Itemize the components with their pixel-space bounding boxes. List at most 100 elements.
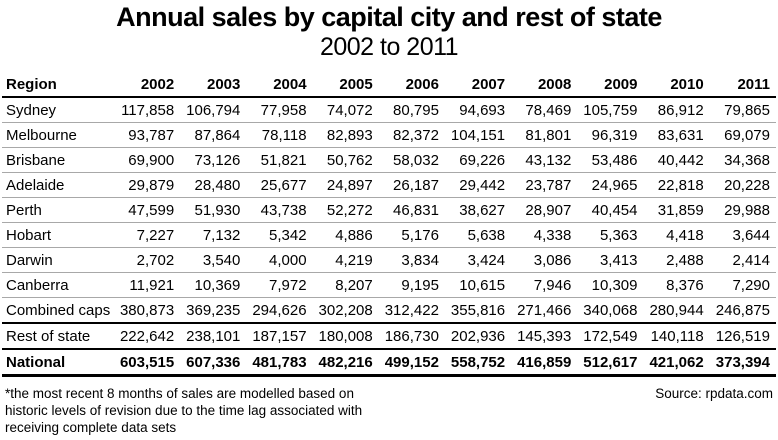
value-cell: 28,907 (511, 197, 578, 223)
year-header-cell: 2007 (444, 72, 512, 98)
value-cell: 3,834 (378, 247, 445, 273)
value-cell: 74,072 (312, 97, 379, 123)
value-cell: 38,627 (444, 197, 512, 223)
value-cell: 4,886 (312, 222, 379, 248)
table-row: Melbourne 93,787 87,864 78,118 82,893 82,372 1… (2, 122, 776, 148)
value-cell: 40,454 (577, 197, 644, 223)
sales-table: Region 2002 2003 2004 2005 2006 2007 2008 2009 2… (2, 72, 776, 377)
value-cell: 86,912 (643, 97, 710, 123)
value-cell: 5,176 (378, 222, 445, 248)
region-label: Rest of state (2, 323, 114, 350)
value-cell: 5,342 (246, 222, 313, 248)
value-cell: 29,879 (114, 172, 181, 198)
value-cell: 4,338 (511, 222, 578, 248)
value-cell: 4,000 (246, 247, 313, 273)
value-cell: 52,272 (312, 197, 379, 223)
value-cell: 5,638 (444, 222, 512, 248)
page-subtitle: 2002 to 2011 (319, 33, 459, 61)
region-header-cell: Region (2, 72, 114, 98)
value-cell: 180,008 (312, 323, 379, 350)
value-cell: 23,787 (511, 172, 578, 198)
value-cell: 34,368 (709, 147, 776, 173)
year-header-cell: 2008 (511, 72, 578, 98)
value-cell: 82,893 (312, 122, 379, 148)
value-cell: 10,309 (577, 272, 644, 298)
region-label: Adelaide (2, 172, 114, 198)
footer: *the most recent 8 months of sales are m… (0, 377, 778, 436)
value-cell: 222,642 (114, 323, 181, 350)
value-cell: 51,930 (180, 197, 247, 223)
value-cell: 46,831 (378, 197, 445, 223)
value-cell: 93,787 (114, 122, 181, 148)
region-label: Combined caps (2, 297, 114, 324)
value-cell: 7,290 (709, 272, 776, 298)
value-cell: 3,086 (511, 247, 578, 273)
value-cell: 25,677 (246, 172, 313, 198)
table-row: Brisbane 69,900 73,126 51,821 50,762 58,032 69… (2, 147, 776, 173)
value-cell: 369,235 (180, 297, 247, 324)
value-cell: 607,336 (180, 349, 247, 377)
region-label: Darwin (2, 247, 114, 273)
value-cell: 512,617 (577, 349, 644, 377)
year-header-cell: 2010 (643, 72, 710, 98)
value-cell: 312,422 (378, 297, 445, 324)
value-cell: 22,818 (643, 172, 710, 198)
value-cell: 558,752 (444, 349, 512, 377)
value-cell: 82,372 (378, 122, 445, 148)
value-cell: 2,414 (709, 247, 776, 273)
region-label: Hobart (2, 222, 114, 248)
value-cell: 69,226 (444, 147, 512, 173)
value-cell: 78,118 (246, 122, 313, 148)
value-cell: 2,702 (114, 247, 181, 273)
value-cell: 73,126 (180, 147, 247, 173)
value-cell: 2,488 (643, 247, 710, 273)
value-cell: 3,540 (180, 247, 247, 273)
year-header-cell: 2002 (114, 72, 181, 98)
region-label: Perth (2, 197, 114, 223)
value-cell: 8,207 (312, 272, 379, 298)
value-cell: 79,865 (709, 97, 776, 123)
table-row: National 603,515 607,336 481,783 482,216 499,… (2, 349, 776, 377)
value-cell: 145,393 (511, 323, 578, 350)
value-cell: 4,418 (643, 222, 710, 248)
table-row: Combined caps 380,873 369,235 294,626 302,20… (2, 297, 776, 324)
value-cell: 24,897 (312, 172, 379, 198)
value-cell: 603,515 (114, 349, 181, 377)
region-label: Brisbane (2, 147, 114, 173)
value-cell: 481,783 (246, 349, 313, 377)
table-row: Hobart 7,227 7,132 5,342 4,886 5,176 5,638 4,33… (2, 222, 776, 248)
value-cell: 87,864 (180, 122, 247, 148)
value-cell: 246,875 (709, 297, 776, 324)
table-row: Darwin 2,702 3,540 4,000 4,219 3,834 3,424 3,08… (2, 247, 776, 273)
value-cell: 106,794 (180, 97, 247, 123)
value-cell: 172,549 (577, 323, 644, 350)
footnote-line: *the most recent 8 months of sales are m… (5, 386, 354, 401)
value-cell: 294,626 (246, 297, 313, 324)
region-label: National (2, 349, 114, 377)
value-cell: 53,486 (577, 147, 644, 173)
table-row: Adelaide 29,879 28,480 25,677 24,897 26,187 29… (2, 172, 776, 198)
header-row: Region 2002 2003 2004 2005 2006 2007 2008 2009 2… (2, 72, 776, 98)
value-cell: 302,208 (312, 297, 379, 324)
value-cell: 28,480 (180, 172, 247, 198)
value-cell: 69,900 (114, 147, 181, 173)
value-cell: 40,442 (643, 147, 710, 173)
value-cell: 5,363 (577, 222, 644, 248)
value-cell: 51,821 (246, 147, 313, 173)
value-cell: 96,319 (577, 122, 644, 148)
value-cell: 3,424 (444, 247, 512, 273)
value-cell: 340,068 (577, 297, 644, 324)
value-cell: 7,972 (246, 272, 313, 298)
value-cell: 482,216 (312, 349, 379, 377)
region-label: Melbourne (2, 122, 114, 148)
region-label: Canberra (2, 272, 114, 298)
footnote-line: receiving complete data sets (5, 420, 177, 435)
value-cell: 7,132 (180, 222, 247, 248)
value-cell: 11,921 (114, 272, 181, 298)
value-cell: 3,644 (709, 222, 776, 248)
value-cell: 117,858 (114, 97, 181, 123)
value-cell: 31,859 (643, 197, 710, 223)
page-title: Annual sales by capital city and rest of… (116, 2, 662, 32)
value-cell: 4,219 (312, 247, 379, 273)
value-cell: 104,151 (444, 122, 512, 148)
